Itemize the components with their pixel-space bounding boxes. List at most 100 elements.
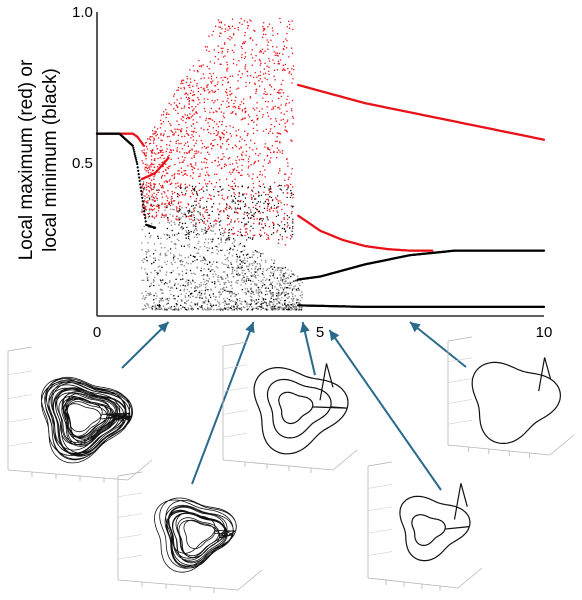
data-point-383 xyxy=(262,307,264,310)
data-point-2200 xyxy=(231,187,234,190)
data-point-1510 xyxy=(210,81,212,83)
data-point-958 xyxy=(233,306,235,308)
data-point-15 xyxy=(222,288,225,291)
data-point-1104 xyxy=(146,277,149,280)
data-point-233 xyxy=(276,303,278,305)
data-point-2581 xyxy=(150,179,153,181)
data-point-3035 xyxy=(263,186,266,188)
data-point-1654 xyxy=(167,167,170,170)
data-point-291 xyxy=(201,289,203,292)
data-point-4156 xyxy=(139,186,142,189)
data-point-2621 xyxy=(277,106,279,109)
data-point-1330 xyxy=(181,207,183,209)
data-point-2022 xyxy=(246,27,249,30)
data-point-362 xyxy=(247,308,250,310)
data-point-954 xyxy=(243,276,245,279)
data-point-1367 xyxy=(257,305,260,308)
data-point-2688 xyxy=(151,152,154,154)
data-point-1685 xyxy=(181,193,184,196)
data-point-2271 xyxy=(150,149,152,152)
data-point-2119 xyxy=(245,110,247,113)
data-point-189 xyxy=(252,275,254,277)
data-point-3103 xyxy=(268,188,270,190)
data-point-2799 xyxy=(141,160,143,162)
data-point-767 xyxy=(173,221,175,224)
data-point-1172 xyxy=(164,246,166,249)
data-point-1129 xyxy=(197,307,199,310)
data-point-2368 xyxy=(217,81,219,83)
data-point-3083 xyxy=(223,210,225,212)
data-point-1327 xyxy=(257,301,260,304)
data-point-2264 xyxy=(162,170,165,173)
data-point-753 xyxy=(221,291,224,293)
data-point-1246 xyxy=(239,273,241,276)
data-point-3092 xyxy=(267,219,269,221)
data-point-423 xyxy=(184,257,186,259)
data-point-1806 xyxy=(275,120,277,122)
data-point-515 xyxy=(192,260,194,263)
data-point-1139 xyxy=(224,302,227,304)
data-point-2815 xyxy=(259,74,262,77)
data-point-312 xyxy=(181,260,184,263)
data-point-2211 xyxy=(173,177,175,180)
data-point-2163 xyxy=(191,105,193,108)
data-point-2521 xyxy=(226,106,228,109)
data-point-1992 xyxy=(171,190,173,193)
data-point-1010 xyxy=(186,282,189,284)
data-point-797 xyxy=(251,300,253,303)
data-point-1052 xyxy=(184,212,186,214)
data-point-1798 xyxy=(214,173,216,176)
data-point-636 xyxy=(221,262,223,264)
data-point-2873 xyxy=(267,147,269,149)
data-point-433 xyxy=(177,309,180,311)
data-point-391 xyxy=(210,252,213,254)
data-point-941 xyxy=(180,300,183,302)
data-point-1335 xyxy=(283,308,285,311)
data-point-2284 xyxy=(262,97,264,99)
data-point-2992 xyxy=(230,229,233,231)
data-point-1074 xyxy=(258,291,261,293)
data-point-55 xyxy=(191,211,193,213)
data-point-2995 xyxy=(278,225,281,227)
data-point-1852 xyxy=(206,219,209,222)
data-point-2671 xyxy=(236,156,239,158)
data-point-1326 xyxy=(184,296,187,299)
data-point-3011 xyxy=(188,209,190,212)
data-point-524 xyxy=(155,297,157,300)
data-point-1304 xyxy=(197,248,200,251)
data-point-3108 xyxy=(263,207,266,210)
data-point-2844 xyxy=(246,70,248,73)
data-point-1236 xyxy=(167,250,169,252)
data-point-1387 xyxy=(230,262,232,265)
data-point-1076 xyxy=(217,250,220,253)
data-point-248 xyxy=(252,280,254,283)
data-point-1178 xyxy=(156,304,159,306)
data-point-877 xyxy=(236,255,238,258)
data-point-406 xyxy=(143,304,146,306)
data-point-1452 xyxy=(153,163,155,166)
data-point-2167 xyxy=(239,228,242,230)
data-point-2198 xyxy=(258,58,261,61)
data-point-2338 xyxy=(209,72,211,75)
data-point-723 xyxy=(141,292,143,294)
data-point-2971 xyxy=(187,237,190,240)
data-point-1899 xyxy=(274,118,277,120)
data-point-1961 xyxy=(204,167,207,169)
data-point-1710 xyxy=(209,61,212,63)
data-point-1053 xyxy=(231,255,234,257)
data-point-430 xyxy=(147,276,149,278)
data-point-1613 xyxy=(192,219,194,222)
data-point-1182 xyxy=(230,295,232,297)
data-point-1027 xyxy=(148,250,150,253)
data-point-1038 xyxy=(290,297,293,300)
data-point-309 xyxy=(231,242,234,245)
data-point-2921 xyxy=(228,207,230,209)
data-point-1953 xyxy=(207,173,209,176)
data-point-3118 xyxy=(258,223,260,225)
data-point-2857 xyxy=(150,203,152,205)
data-point-1402 xyxy=(281,89,283,91)
data-point-1959 xyxy=(189,86,191,89)
data-point-2242 xyxy=(197,71,199,73)
data-point-1185 xyxy=(248,263,251,266)
data-point-1745 xyxy=(203,98,205,100)
